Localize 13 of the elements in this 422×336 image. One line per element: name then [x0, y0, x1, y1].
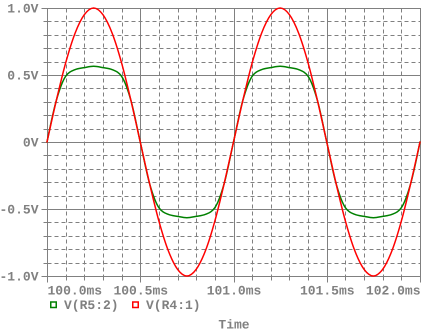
legend-label: V(R5:2)	[64, 298, 119, 313]
y-tick-label: 0V	[22, 136, 39, 150]
x-tick-label: 100.0ms	[48, 284, 102, 298]
y-tick-label: -0.5V	[0, 202, 39, 218]
legend-label: V(R4:1)	[146, 298, 201, 313]
x-tick-label: 102.0ms	[366, 284, 421, 298]
y-tick-label: 1.0V	[7, 2, 39, 16]
y-tick-label: 0.5V	[7, 68, 39, 84]
x-axis-title: Time	[218, 318, 250, 332]
x-tick-label: 100.5ms	[113, 284, 168, 298]
x-tick-label: 101.0ms	[206, 284, 262, 298]
x-tick-label: 101.5ms	[300, 284, 355, 298]
y-tick-label: -1.0V	[0, 270, 39, 284]
